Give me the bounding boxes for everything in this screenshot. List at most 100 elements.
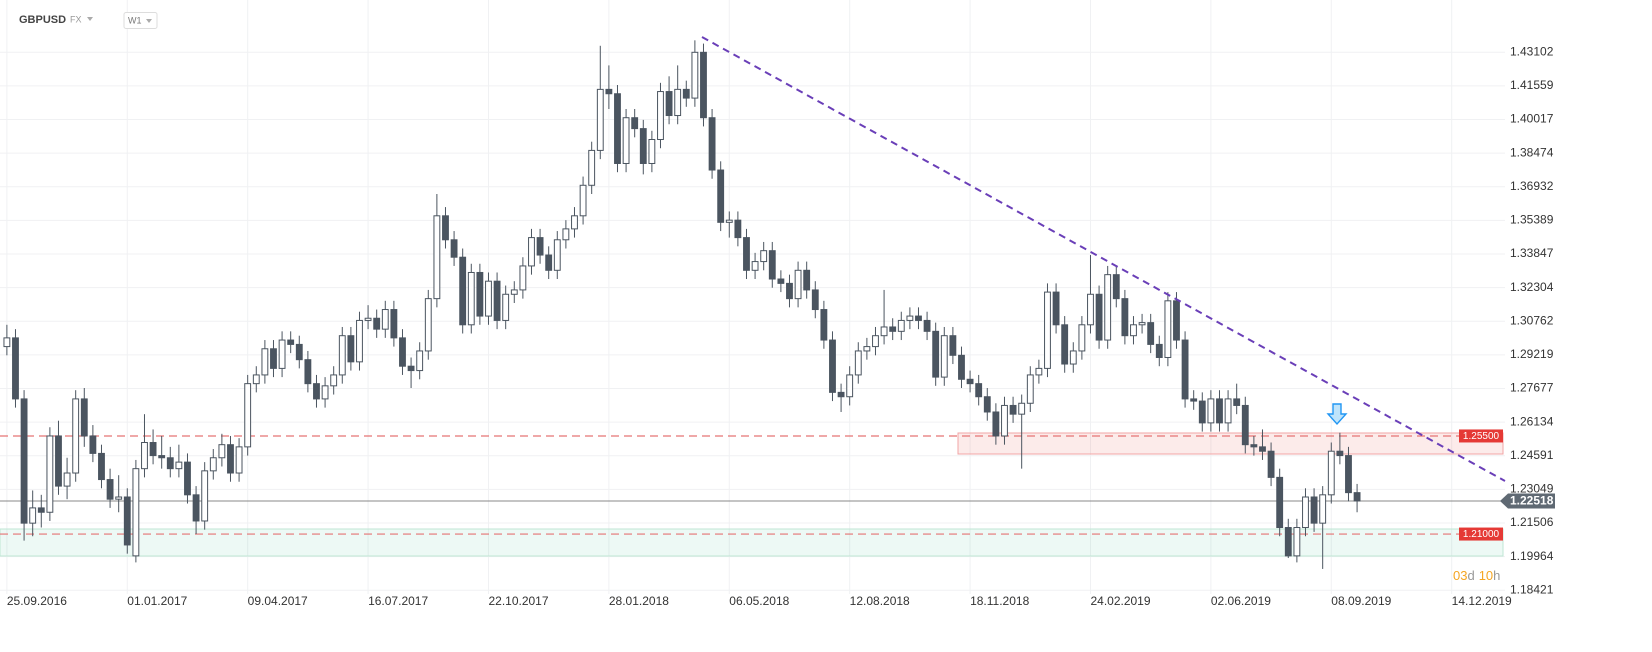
candles <box>3 40 1361 569</box>
x-tick-label: 25.09.2016 <box>7 594 67 608</box>
candle-body <box>407 365 415 372</box>
candle-body <box>261 348 269 376</box>
y-tick-label: 1.19964 <box>1510 549 1554 563</box>
y-tick-label: 1.18421 <box>1510 582 1554 596</box>
candle-body <box>1267 450 1275 478</box>
candle-body <box>708 117 716 171</box>
y-tick-label: 1.24591 <box>1510 448 1554 462</box>
candle-body <box>829 339 836 393</box>
candle-body <box>227 444 234 474</box>
candle-body <box>1190 398 1198 402</box>
candle-body <box>132 468 140 557</box>
last-price-label: 1.22518 <box>1510 494 1554 508</box>
x-tick-label: 24.02.2019 <box>1090 594 1150 608</box>
candle-body <box>622 117 630 164</box>
candle-body <box>123 496 131 546</box>
countdown-days: 03 <box>1453 568 1467 583</box>
candle-body <box>983 396 991 413</box>
candle-body <box>1044 291 1051 369</box>
level-label-box <box>1459 527 1503 541</box>
candle-body <box>287 339 295 345</box>
candle-body <box>648 139 656 164</box>
candle-body <box>1078 324 1086 352</box>
candle-body <box>1345 455 1352 494</box>
candle-body <box>510 289 518 295</box>
candle-body <box>519 265 527 291</box>
timeframe-box[interactable] <box>123 12 158 29</box>
candle-body <box>631 117 639 130</box>
candle-body <box>175 461 183 470</box>
candle-body <box>485 280 492 317</box>
candle-body <box>932 330 940 378</box>
candle-body <box>1035 367 1043 376</box>
last-price-box <box>1500 493 1555 509</box>
candle-body <box>459 256 467 326</box>
candle-body <box>837 391 845 398</box>
candle-body <box>897 319 905 332</box>
y-tick-label: 1.43102 <box>1510 44 1554 58</box>
candle-body <box>1310 496 1318 524</box>
candle-body <box>390 309 398 339</box>
candle-body <box>1353 492 1361 502</box>
candle-body <box>854 350 862 376</box>
candle-body <box>313 383 320 400</box>
candle-body <box>1284 527 1292 557</box>
symbol: GBPUSD <box>19 14 66 26</box>
candle-body <box>820 309 828 341</box>
candle-body <box>278 339 286 369</box>
candle-body <box>1026 374 1034 404</box>
candle-body <box>682 88 690 99</box>
candle-body <box>1087 293 1094 326</box>
candle-body <box>588 149 596 186</box>
candle-body <box>1216 398 1223 424</box>
candle-body <box>1173 300 1180 341</box>
candle-body <box>1259 446 1266 452</box>
candle-body <box>192 494 200 522</box>
x-tick-label: 08.09.2019 <box>1331 594 1391 608</box>
candle-body <box>725 219 733 223</box>
candle-body <box>872 335 879 348</box>
candle-body <box>614 93 621 164</box>
candle-body <box>1138 322 1146 326</box>
candle-body <box>80 398 88 437</box>
candle-body <box>244 383 252 448</box>
candle-body <box>691 51 699 99</box>
candle-body <box>442 215 449 241</box>
candle-body <box>55 435 62 487</box>
x-tick-label: 28.01.2018 <box>609 594 669 608</box>
candle-body <box>751 261 759 271</box>
timeframe-dropdown[interactable] <box>146 19 152 23</box>
market-dropdown[interactable] <box>87 17 93 21</box>
candle-body <box>777 278 785 284</box>
candle-body <box>1164 300 1172 358</box>
candle-body <box>364 317 372 321</box>
countdown-day-unit: d <box>1467 568 1474 583</box>
candle-body <box>20 398 28 524</box>
candle-body <box>940 335 948 378</box>
y-tick-label: 1.35389 <box>1510 213 1554 227</box>
candle-body <box>72 398 80 474</box>
candle-body <box>1250 444 1258 448</box>
candle-body <box>252 374 260 385</box>
candle-body <box>674 88 682 117</box>
candle-body <box>218 444 226 459</box>
axes: 1.18421 1.19964 1.21506 1.23049 1.24591 1.261… <box>7 44 1555 608</box>
y-tick-label: 1.26134 <box>1510 414 1554 428</box>
y-tick-label: 1.29219 <box>1510 347 1554 361</box>
candle-body <box>915 315 922 321</box>
resistance-zone <box>957 432 1504 455</box>
candle-body <box>502 293 510 321</box>
candle-body <box>700 51 707 119</box>
y-tick-label: 1.33847 <box>1510 246 1554 260</box>
candle-body <box>1095 293 1103 341</box>
candle-body <box>863 346 871 352</box>
candle-body <box>1224 398 1232 424</box>
candle-body <box>141 442 148 470</box>
candle-body <box>381 309 389 330</box>
candle-body <box>1336 450 1344 457</box>
candle-body <box>46 435 54 513</box>
candle-body <box>184 461 191 496</box>
candle-body <box>1181 339 1189 400</box>
candle-body <box>235 446 243 474</box>
candle-body <box>811 289 819 311</box>
